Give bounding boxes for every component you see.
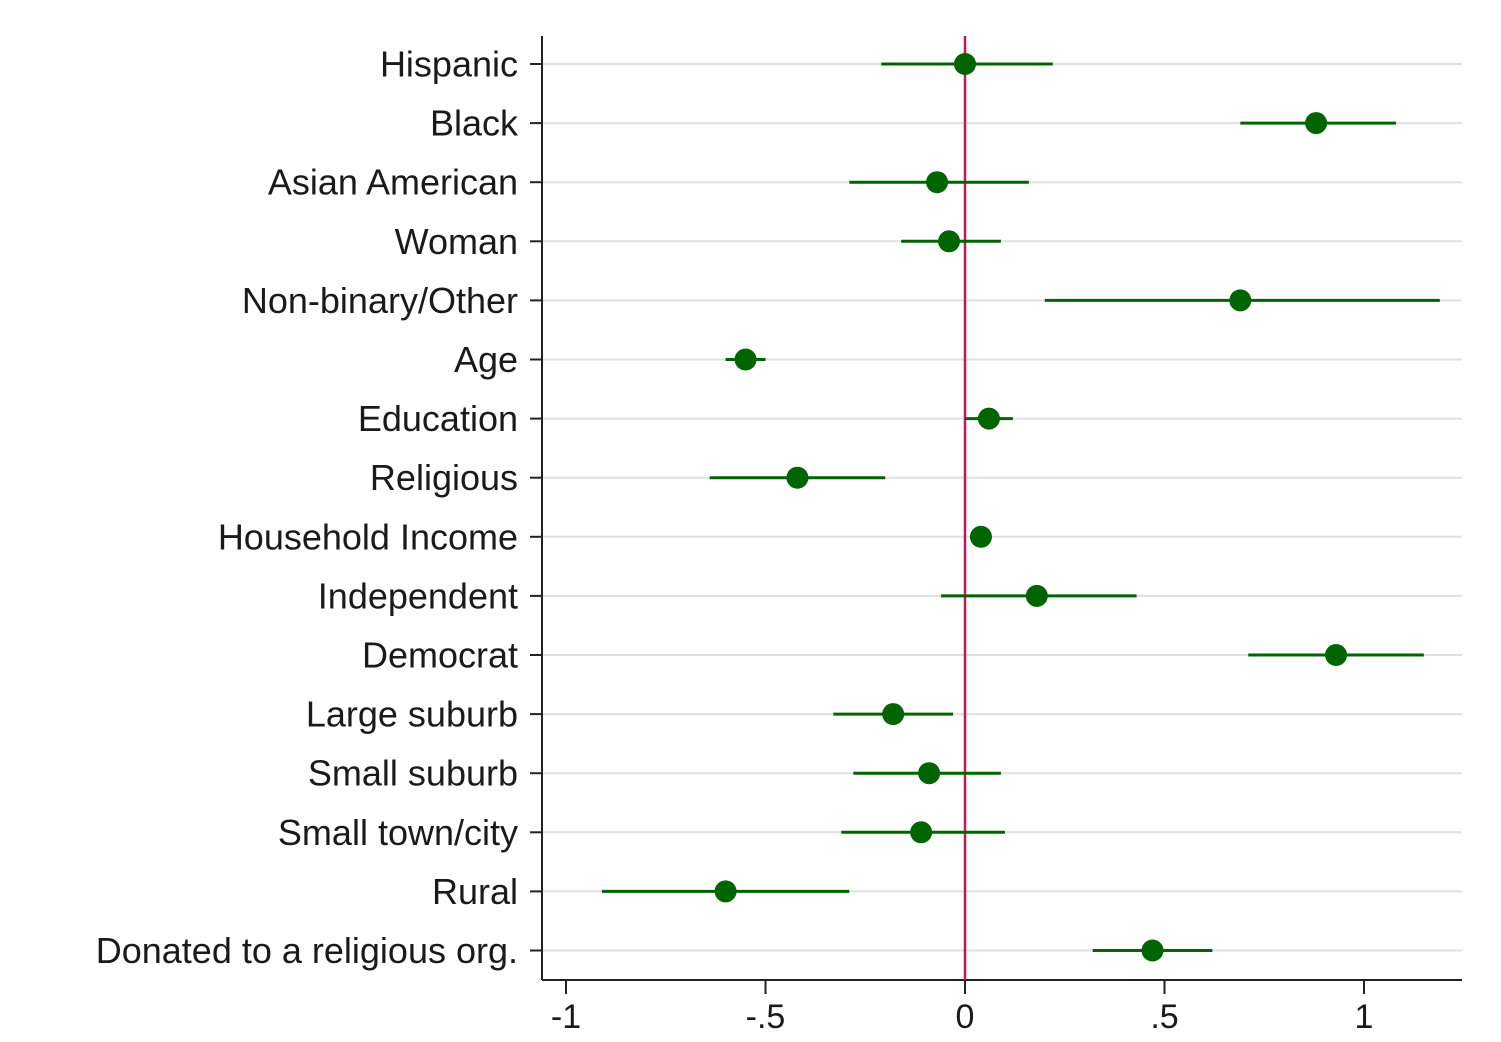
category-label-large-suburb: Large suburb bbox=[306, 694, 518, 735]
category-label-small-town-city: Small town/city bbox=[278, 812, 518, 853]
category-label-education: Education bbox=[358, 398, 518, 439]
point-religious bbox=[786, 466, 809, 489]
category-label-household-income: Household Income bbox=[218, 516, 518, 557]
point-household-income bbox=[969, 525, 992, 548]
category-label-independent: Independent bbox=[318, 575, 518, 616]
point-hispanic bbox=[954, 53, 976, 75]
category-label-woman: Woman bbox=[395, 221, 518, 262]
point-donated-to-a-religious-org bbox=[1141, 939, 1164, 962]
category-label-non-binary-other: Non-binary/Other bbox=[242, 280, 518, 321]
point-woman bbox=[938, 230, 961, 253]
point-black bbox=[1305, 112, 1328, 135]
point-rural bbox=[714, 880, 737, 903]
point-non-binary-other bbox=[1229, 289, 1252, 312]
category-label-asian-american: Asian American bbox=[268, 162, 518, 203]
point-democrat bbox=[1325, 644, 1348, 666]
x-tick-label-0: -1 bbox=[551, 998, 581, 1036]
gridlines bbox=[542, 63, 1462, 952]
x-tick-label-4: 1 bbox=[1355, 998, 1374, 1036]
category-label-religious: Religious bbox=[370, 457, 518, 498]
x-tick-labels: -1 -.5 0 .5 1 bbox=[551, 998, 1374, 1036]
point-age bbox=[734, 348, 757, 371]
point-small-town-city bbox=[910, 821, 933, 844]
axes bbox=[530, 36, 1462, 994]
point-independent bbox=[1025, 584, 1048, 607]
point-education bbox=[977, 407, 1000, 430]
category-label-rural: Rural bbox=[432, 871, 518, 912]
point-large-suburb bbox=[882, 703, 905, 726]
category-label-small-suburb: Small suburb bbox=[308, 753, 518, 794]
category-label-hispanic: Hispanic bbox=[380, 44, 518, 85]
x-tick-label-1: -.5 bbox=[746, 998, 786, 1036]
category-label-black: Black bbox=[430, 103, 519, 144]
point-estimates bbox=[714, 53, 1348, 962]
category-labels: Hispanic Black Asian American Woman Non-bina… bbox=[96, 44, 519, 972]
category-label-donated-to-a-religious-org: Donated to a religious org. bbox=[96, 930, 518, 971]
category-label-democrat: Democrat bbox=[362, 635, 518, 676]
confidence-intervals bbox=[601, 62, 1440, 952]
category-label-age: Age bbox=[454, 339, 518, 380]
point-small-suburb bbox=[918, 762, 941, 785]
x-tick-label-3: .5 bbox=[1150, 998, 1178, 1036]
x-tick-label-2: 0 bbox=[956, 998, 975, 1036]
point-asian-american bbox=[926, 171, 949, 194]
